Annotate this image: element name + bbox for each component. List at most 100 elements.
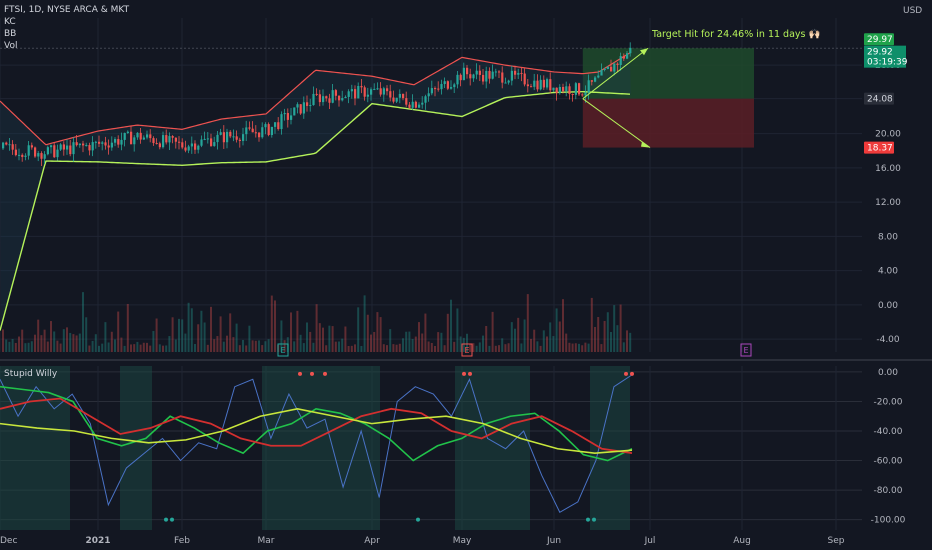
volume-bar bbox=[402, 338, 404, 352]
volume-bar bbox=[536, 341, 539, 352]
earnings-marker-label: E bbox=[743, 346, 748, 355]
candle-body bbox=[462, 67, 465, 81]
stop-arrowhead bbox=[641, 141, 650, 148]
candle-body bbox=[421, 102, 424, 105]
volume-bar bbox=[459, 336, 462, 352]
price-tag-stop-bg bbox=[864, 141, 894, 154]
bollinger-lower-line bbox=[0, 90, 631, 331]
volume-bar bbox=[142, 342, 145, 352]
volume-bar bbox=[405, 331, 408, 352]
volume-bar bbox=[245, 345, 248, 352]
volume-bar bbox=[594, 326, 596, 352]
volume-bar bbox=[606, 312, 609, 352]
candle-body bbox=[210, 138, 213, 146]
candle-body bbox=[200, 139, 203, 146]
candle-body bbox=[395, 97, 398, 102]
candle-body bbox=[613, 63, 616, 72]
volume-bar bbox=[530, 338, 532, 352]
volume-bar bbox=[331, 326, 334, 352]
osc-y-tick-label: -80.00 bbox=[873, 486, 902, 496]
candle-body bbox=[5, 142, 8, 145]
volume-bar bbox=[8, 341, 11, 352]
candle-body bbox=[24, 155, 27, 157]
overbought-dot bbox=[298, 371, 302, 376]
candle-body bbox=[402, 93, 405, 99]
oscillator-zone bbox=[590, 366, 630, 530]
candle-body bbox=[456, 74, 459, 85]
candle-body bbox=[98, 141, 101, 144]
candle-body bbox=[309, 105, 312, 107]
volume-bar bbox=[242, 339, 244, 352]
volume-bar bbox=[616, 325, 619, 352]
volume-bar bbox=[549, 322, 552, 352]
volume-bar bbox=[325, 345, 328, 352]
candle-body bbox=[11, 144, 14, 150]
candle-body bbox=[379, 88, 382, 95]
volume-bar bbox=[2, 329, 4, 352]
volume-bar bbox=[574, 343, 577, 352]
candle-body bbox=[616, 63, 619, 65]
candle-body bbox=[219, 132, 222, 135]
volume-bar bbox=[210, 306, 212, 352]
volume-bar bbox=[123, 345, 126, 352]
volume-bar bbox=[82, 292, 84, 352]
volume-bar bbox=[552, 336, 555, 352]
volume-bar bbox=[181, 319, 184, 352]
x-tick-label: Mar bbox=[258, 536, 275, 546]
legend-kc[interactable]: KC bbox=[4, 17, 16, 27]
candle-body bbox=[581, 94, 584, 96]
candle-body bbox=[373, 88, 376, 90]
candle-body bbox=[411, 101, 414, 108]
legend-vol[interactable]: Vol bbox=[4, 41, 18, 51]
volume-bar bbox=[75, 335, 78, 352]
candle-body bbox=[50, 145, 53, 148]
volume-bar bbox=[562, 299, 564, 352]
axes: 28.0020.0016.0012.008.004.000.00-4.000.0… bbox=[0, 33, 908, 546]
candle-body bbox=[629, 47, 632, 54]
candle-body bbox=[510, 70, 513, 81]
candle-body bbox=[315, 93, 318, 95]
volume-bar bbox=[69, 332, 72, 352]
candle-body bbox=[101, 142, 104, 144]
candle-body bbox=[363, 87, 366, 97]
candle-body bbox=[152, 138, 155, 144]
price-tag-current-bg bbox=[864, 45, 906, 68]
candle-body bbox=[155, 143, 158, 145]
volume-bar bbox=[206, 344, 209, 352]
symbol-title[interactable]: FTSI, 1D, NYSE ARCA & MKT bbox=[4, 5, 130, 15]
candle-body bbox=[408, 104, 411, 108]
candle-body bbox=[194, 143, 197, 150]
volume-bar bbox=[485, 325, 488, 352]
candle-body bbox=[334, 90, 337, 96]
volume-bar bbox=[59, 343, 62, 352]
candle-body bbox=[507, 80, 510, 83]
price-tag-stop: 18.37 bbox=[867, 144, 893, 154]
candle-body bbox=[136, 132, 139, 138]
x-tick-label: Dec bbox=[0, 536, 17, 546]
legend-bb[interactable]: BB bbox=[4, 29, 17, 39]
volume-bar bbox=[392, 344, 395, 352]
candle-body bbox=[514, 70, 517, 75]
candle-body bbox=[488, 70, 491, 79]
candle-body bbox=[322, 96, 325, 103]
volume-bar bbox=[267, 339, 270, 352]
target-annotation: Target Hit for 24.46% in 11 days 🙌🏻 bbox=[652, 29, 821, 40]
candle-body bbox=[459, 74, 462, 81]
candle-body bbox=[149, 134, 152, 139]
candle-body bbox=[571, 93, 574, 95]
volume-bar bbox=[379, 317, 382, 352]
candle-body bbox=[453, 84, 456, 88]
candle-body bbox=[110, 142, 113, 148]
volume-bar bbox=[350, 345, 353, 352]
volume-bar bbox=[526, 294, 529, 352]
overbought-dot bbox=[468, 371, 472, 376]
candle-body bbox=[133, 137, 136, 145]
volume-bar bbox=[469, 343, 472, 352]
volume-bar bbox=[254, 340, 257, 352]
candle-body bbox=[430, 88, 433, 94]
oscillator-title[interactable]: Stupid Willy bbox=[4, 369, 58, 379]
candle-body bbox=[622, 56, 625, 59]
volume-bar bbox=[248, 325, 251, 352]
volume-bar bbox=[27, 342, 30, 352]
